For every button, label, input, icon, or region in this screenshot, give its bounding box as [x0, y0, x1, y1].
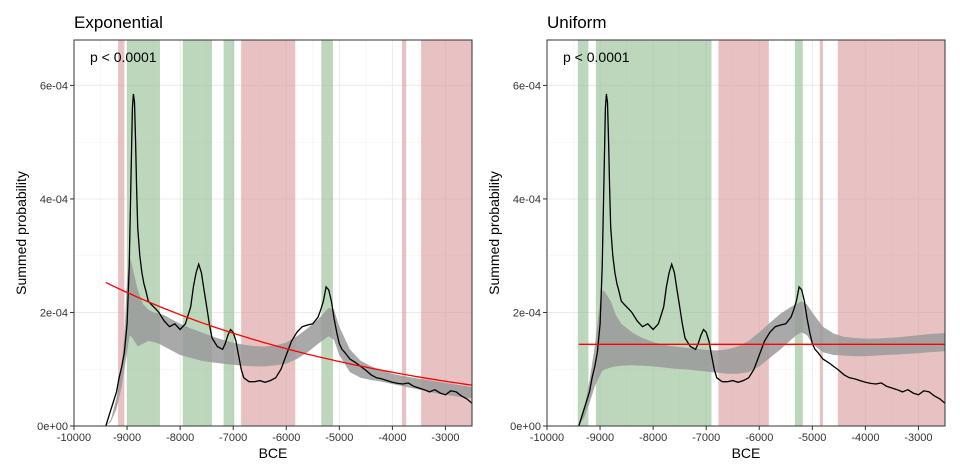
panel-exponential: -10000 -9000 -8000 -7000 -6000 -5000 -4000 -300… [13, 13, 473, 461]
x-tick-label: -6000 [272, 432, 300, 444]
x-tick-label: -4000 [851, 432, 879, 444]
x-tick-label: -5000 [325, 432, 353, 444]
panel-title: Uniform [547, 13, 607, 32]
null-model-line [105, 281, 472, 386]
x-tick-label: -7000 [692, 432, 720, 444]
positive-deviation-region [321, 40, 333, 426]
positive-deviation-region [577, 40, 589, 426]
x-tick-label: -4000 [378, 432, 406, 444]
y-tick-label: 2e-04 [40, 307, 68, 319]
x-tick-label: -9000 [586, 432, 614, 444]
x-axis-title: BCE [259, 445, 288, 461]
x-tick-label: -10000 [57, 432, 91, 444]
positive-deviation-region [182, 40, 212, 426]
x-tick-label: -5000 [798, 432, 826, 444]
x-tick-label: -8000 [639, 432, 667, 444]
observed-spd-line [105, 93, 472, 426]
y-tick-label: 6e-04 [40, 80, 68, 92]
positive-deviation-region [223, 40, 235, 426]
p-value-annotation: p < 0.0001 [90, 49, 157, 65]
negative-deviation-region [401, 40, 407, 426]
y-tick-label: 2e-04 [513, 307, 541, 319]
plot-area [577, 40, 945, 426]
x-tick-label: -3000 [431, 432, 459, 444]
panel-title: Exponential [74, 13, 163, 32]
y-tick-label: 6e-04 [513, 80, 541, 92]
negative-deviation-region [241, 40, 296, 426]
simulation-envelope [578, 289, 945, 426]
plot-area [105, 40, 472, 426]
observed-spd-line [578, 93, 945, 426]
p-value-annotation: p < 0.0001 [563, 49, 630, 65]
x-tick-label: -9000 [113, 432, 141, 444]
y-axis-title: Summed probability [486, 171, 502, 295]
y-tick-label: 4e-04 [513, 194, 541, 206]
negative-deviation-region [819, 40, 823, 426]
x-tick-label: -7000 [219, 432, 247, 444]
negative-deviation-region [421, 40, 472, 426]
panel-border [546, 39, 946, 427]
x-tick-label: -8000 [166, 432, 194, 444]
x-tick-label: -6000 [745, 432, 773, 444]
panel-border [73, 39, 473, 427]
y-tick-label: 4e-04 [40, 194, 68, 206]
positive-deviation-region [127, 40, 160, 426]
y-tick-label: 0e+00 [510, 421, 541, 433]
positive-deviation-region [794, 40, 803, 426]
negative-deviation-region [118, 40, 125, 426]
negative-deviation-region [837, 40, 945, 426]
x-tick-label: -10000 [530, 432, 564, 444]
simulation-envelope [105, 255, 472, 426]
x-axis-title: BCE [732, 445, 761, 461]
y-axis-title: Summed probability [13, 171, 29, 295]
y-tick-label: 0e+00 [37, 421, 68, 433]
panel-uniform: -10000 -9000 -8000 -7000 -6000 -5000 -4000 -300… [486, 13, 946, 461]
x-tick-label: -3000 [904, 432, 932, 444]
